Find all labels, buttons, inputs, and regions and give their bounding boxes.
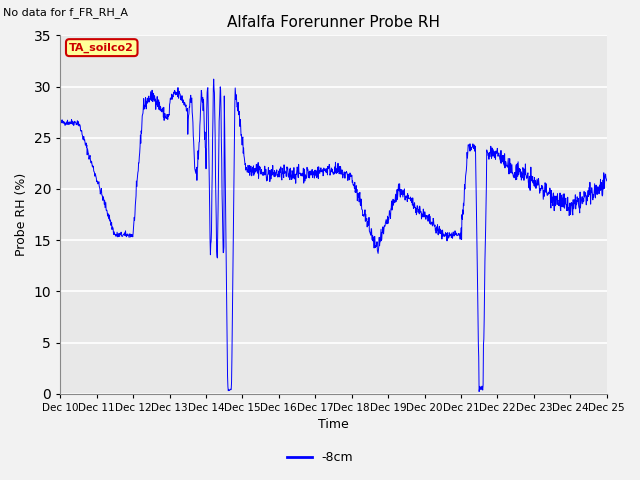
Y-axis label: Probe RH (%): Probe RH (%) — [15, 173, 28, 256]
Text: TA_soilco2: TA_soilco2 — [69, 43, 134, 53]
X-axis label: Time: Time — [318, 419, 349, 432]
Title: Alfalfa Forerunner Probe RH: Alfalfa Forerunner Probe RH — [227, 15, 440, 30]
Text: No data for f_FR_RH_A: No data for f_FR_RH_A — [3, 7, 128, 18]
Legend: -8cm: -8cm — [282, 446, 358, 469]
